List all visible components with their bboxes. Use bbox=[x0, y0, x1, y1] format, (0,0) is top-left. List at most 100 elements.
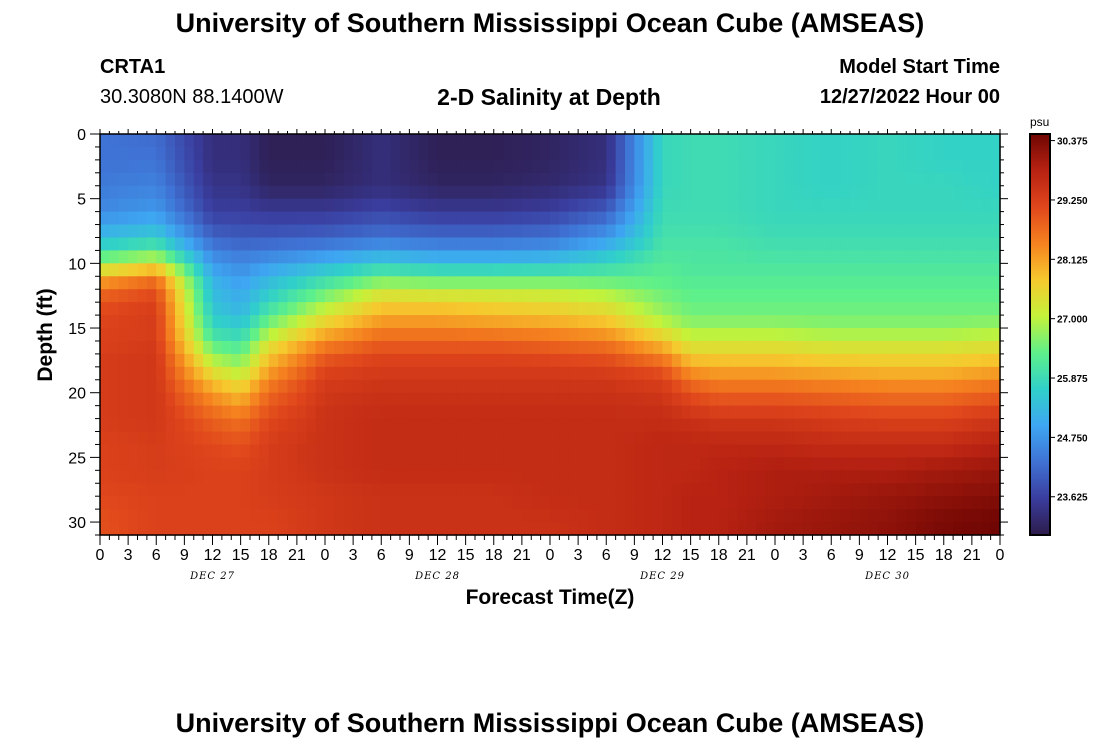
heatmap-cell bbox=[100, 392, 110, 407]
heatmap-cell bbox=[859, 315, 870, 329]
heatmap-cell bbox=[587, 315, 598, 329]
heatmap-cell bbox=[887, 379, 898, 394]
heatmap-cell bbox=[850, 263, 860, 277]
heatmap-cell bbox=[109, 457, 120, 471]
heatmap-cell bbox=[850, 392, 860, 407]
heatmap-cell bbox=[146, 328, 157, 342]
heatmap-cell bbox=[250, 146, 260, 161]
heatmap-cell bbox=[653, 185, 664, 200]
heatmap-cell bbox=[259, 522, 270, 536]
heatmap-cell bbox=[615, 392, 626, 407]
heatmap-cell bbox=[315, 379, 326, 394]
heatmap-cell bbox=[512, 483, 523, 497]
heatmap-cell bbox=[653, 289, 664, 303]
heatmap-cell bbox=[221, 263, 232, 277]
heatmap-cell bbox=[653, 250, 664, 264]
heatmap-cell bbox=[709, 379, 720, 394]
heatmap-cell bbox=[671, 198, 682, 213]
heatmap-cell bbox=[812, 522, 823, 536]
heatmap-cell bbox=[456, 315, 467, 329]
heatmap-cell bbox=[231, 198, 242, 213]
heatmap-cell bbox=[887, 237, 898, 252]
heatmap-cell bbox=[784, 366, 795, 381]
heatmap-cell bbox=[381, 276, 392, 290]
heatmap-cell bbox=[578, 470, 589, 484]
heatmap-cell bbox=[521, 134, 532, 148]
heatmap-cell bbox=[746, 276, 757, 290]
heatmap-cell bbox=[634, 302, 645, 316]
heatmap-cell bbox=[990, 483, 1001, 497]
heatmap-cell bbox=[568, 418, 579, 433]
heatmap-cell bbox=[821, 431, 832, 446]
heatmap-cell bbox=[240, 522, 251, 536]
heatmap-cell bbox=[343, 418, 354, 433]
heatmap-cell bbox=[100, 185, 110, 200]
heatmap-cell bbox=[925, 134, 935, 148]
heatmap-cell bbox=[915, 509, 926, 523]
heatmap-cell bbox=[315, 224, 326, 239]
heatmap-cell bbox=[221, 418, 232, 433]
heatmap-cell bbox=[465, 340, 476, 355]
x-tick-label: 15 bbox=[232, 547, 250, 564]
heatmap-cell bbox=[193, 470, 204, 484]
heatmap-cell bbox=[437, 353, 448, 368]
heatmap-cell bbox=[737, 250, 748, 264]
heatmap-cell bbox=[793, 302, 804, 316]
heatmap-cell bbox=[700, 496, 710, 510]
heatmap-cell bbox=[812, 353, 823, 368]
heatmap-cell bbox=[306, 250, 317, 264]
heatmap-cell bbox=[953, 146, 964, 161]
heatmap-cell bbox=[850, 405, 860, 420]
heatmap-cell bbox=[981, 340, 992, 355]
heatmap-cell bbox=[709, 444, 720, 458]
heatmap-cell bbox=[184, 522, 195, 536]
heatmap-cell bbox=[925, 211, 935, 226]
heatmap-cell bbox=[240, 509, 251, 523]
heatmap-cell bbox=[812, 431, 823, 446]
heatmap-cell bbox=[596, 470, 607, 484]
heatmap-cell bbox=[268, 496, 279, 510]
heatmap-cell bbox=[662, 289, 673, 303]
heatmap-cell bbox=[906, 328, 917, 342]
heatmap-cell bbox=[193, 250, 204, 264]
heatmap-cell bbox=[681, 315, 692, 329]
heatmap-cell bbox=[775, 185, 785, 200]
heatmap-cell bbox=[193, 315, 204, 329]
heatmap-cell bbox=[606, 172, 617, 187]
heatmap-cell bbox=[371, 146, 382, 161]
heatmap-cell bbox=[953, 328, 964, 342]
heatmap-cell bbox=[690, 146, 701, 161]
heatmap-cell bbox=[446, 483, 457, 497]
heatmap-cell bbox=[184, 276, 195, 290]
heatmap-cell bbox=[615, 237, 626, 252]
heatmap-cell bbox=[259, 353, 270, 368]
heatmap-cell bbox=[596, 211, 607, 226]
heatmap-cell bbox=[615, 457, 626, 471]
heatmap-cell bbox=[784, 340, 795, 355]
heatmap-cell bbox=[878, 483, 889, 497]
heatmap-cell bbox=[268, 522, 279, 536]
heatmap-cell bbox=[737, 263, 748, 277]
heatmap-cell bbox=[943, 146, 954, 161]
heatmap-cell bbox=[221, 134, 232, 148]
heatmap-cell bbox=[512, 302, 523, 316]
heatmap-cell bbox=[231, 289, 242, 303]
heatmap-cell bbox=[700, 159, 710, 174]
heatmap-cell bbox=[709, 470, 720, 484]
heatmap-cell bbox=[746, 198, 757, 213]
heatmap-cell bbox=[596, 237, 607, 252]
heatmap-cell bbox=[887, 522, 898, 536]
heatmap-cell bbox=[109, 444, 120, 458]
heatmap-cell bbox=[756, 457, 767, 471]
heatmap-cell bbox=[165, 418, 176, 433]
heatmap-cell bbox=[625, 224, 635, 239]
heatmap-cell bbox=[362, 444, 373, 458]
heatmap-cell bbox=[484, 418, 495, 433]
heatmap-cell bbox=[475, 211, 485, 226]
heatmap-cell bbox=[859, 353, 870, 368]
heatmap-cell bbox=[718, 509, 729, 523]
heatmap-cell bbox=[793, 392, 804, 407]
heatmap-cell bbox=[156, 211, 167, 226]
heatmap-cell bbox=[878, 405, 889, 420]
heatmap-cell bbox=[821, 353, 832, 368]
